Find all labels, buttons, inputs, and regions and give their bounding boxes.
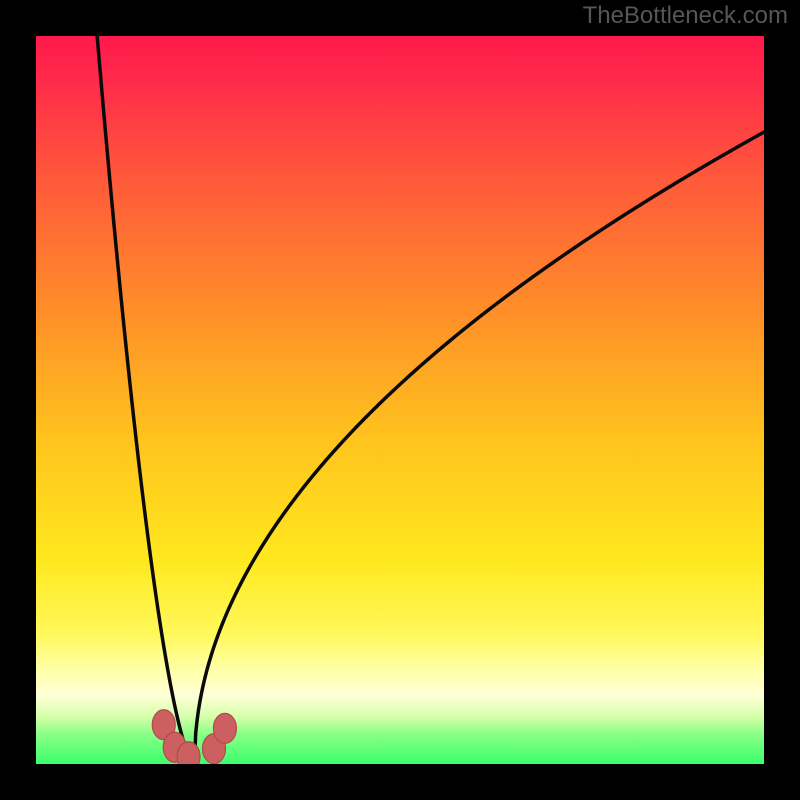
plot-area (36, 36, 764, 764)
watermark-text: TheBottleneck.com (583, 2, 788, 30)
chart-svg (36, 36, 764, 764)
chart-background (36, 36, 764, 764)
curve-marker (213, 713, 236, 743)
chart-frame: TheBottleneck.com (0, 0, 800, 800)
curve-marker (177, 742, 200, 764)
